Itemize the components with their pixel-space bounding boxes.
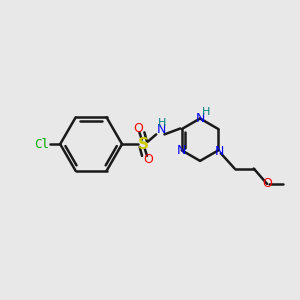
Text: H: H xyxy=(202,107,210,117)
Text: S: S xyxy=(138,136,149,152)
Text: O: O xyxy=(144,153,154,166)
Text: N: N xyxy=(214,145,224,158)
Text: O: O xyxy=(133,122,143,135)
Text: N: N xyxy=(196,112,205,125)
Text: N: N xyxy=(176,144,186,158)
Text: O: O xyxy=(262,177,272,190)
Text: Cl: Cl xyxy=(34,138,49,151)
Text: H: H xyxy=(158,118,166,128)
Text: N: N xyxy=(157,123,166,136)
